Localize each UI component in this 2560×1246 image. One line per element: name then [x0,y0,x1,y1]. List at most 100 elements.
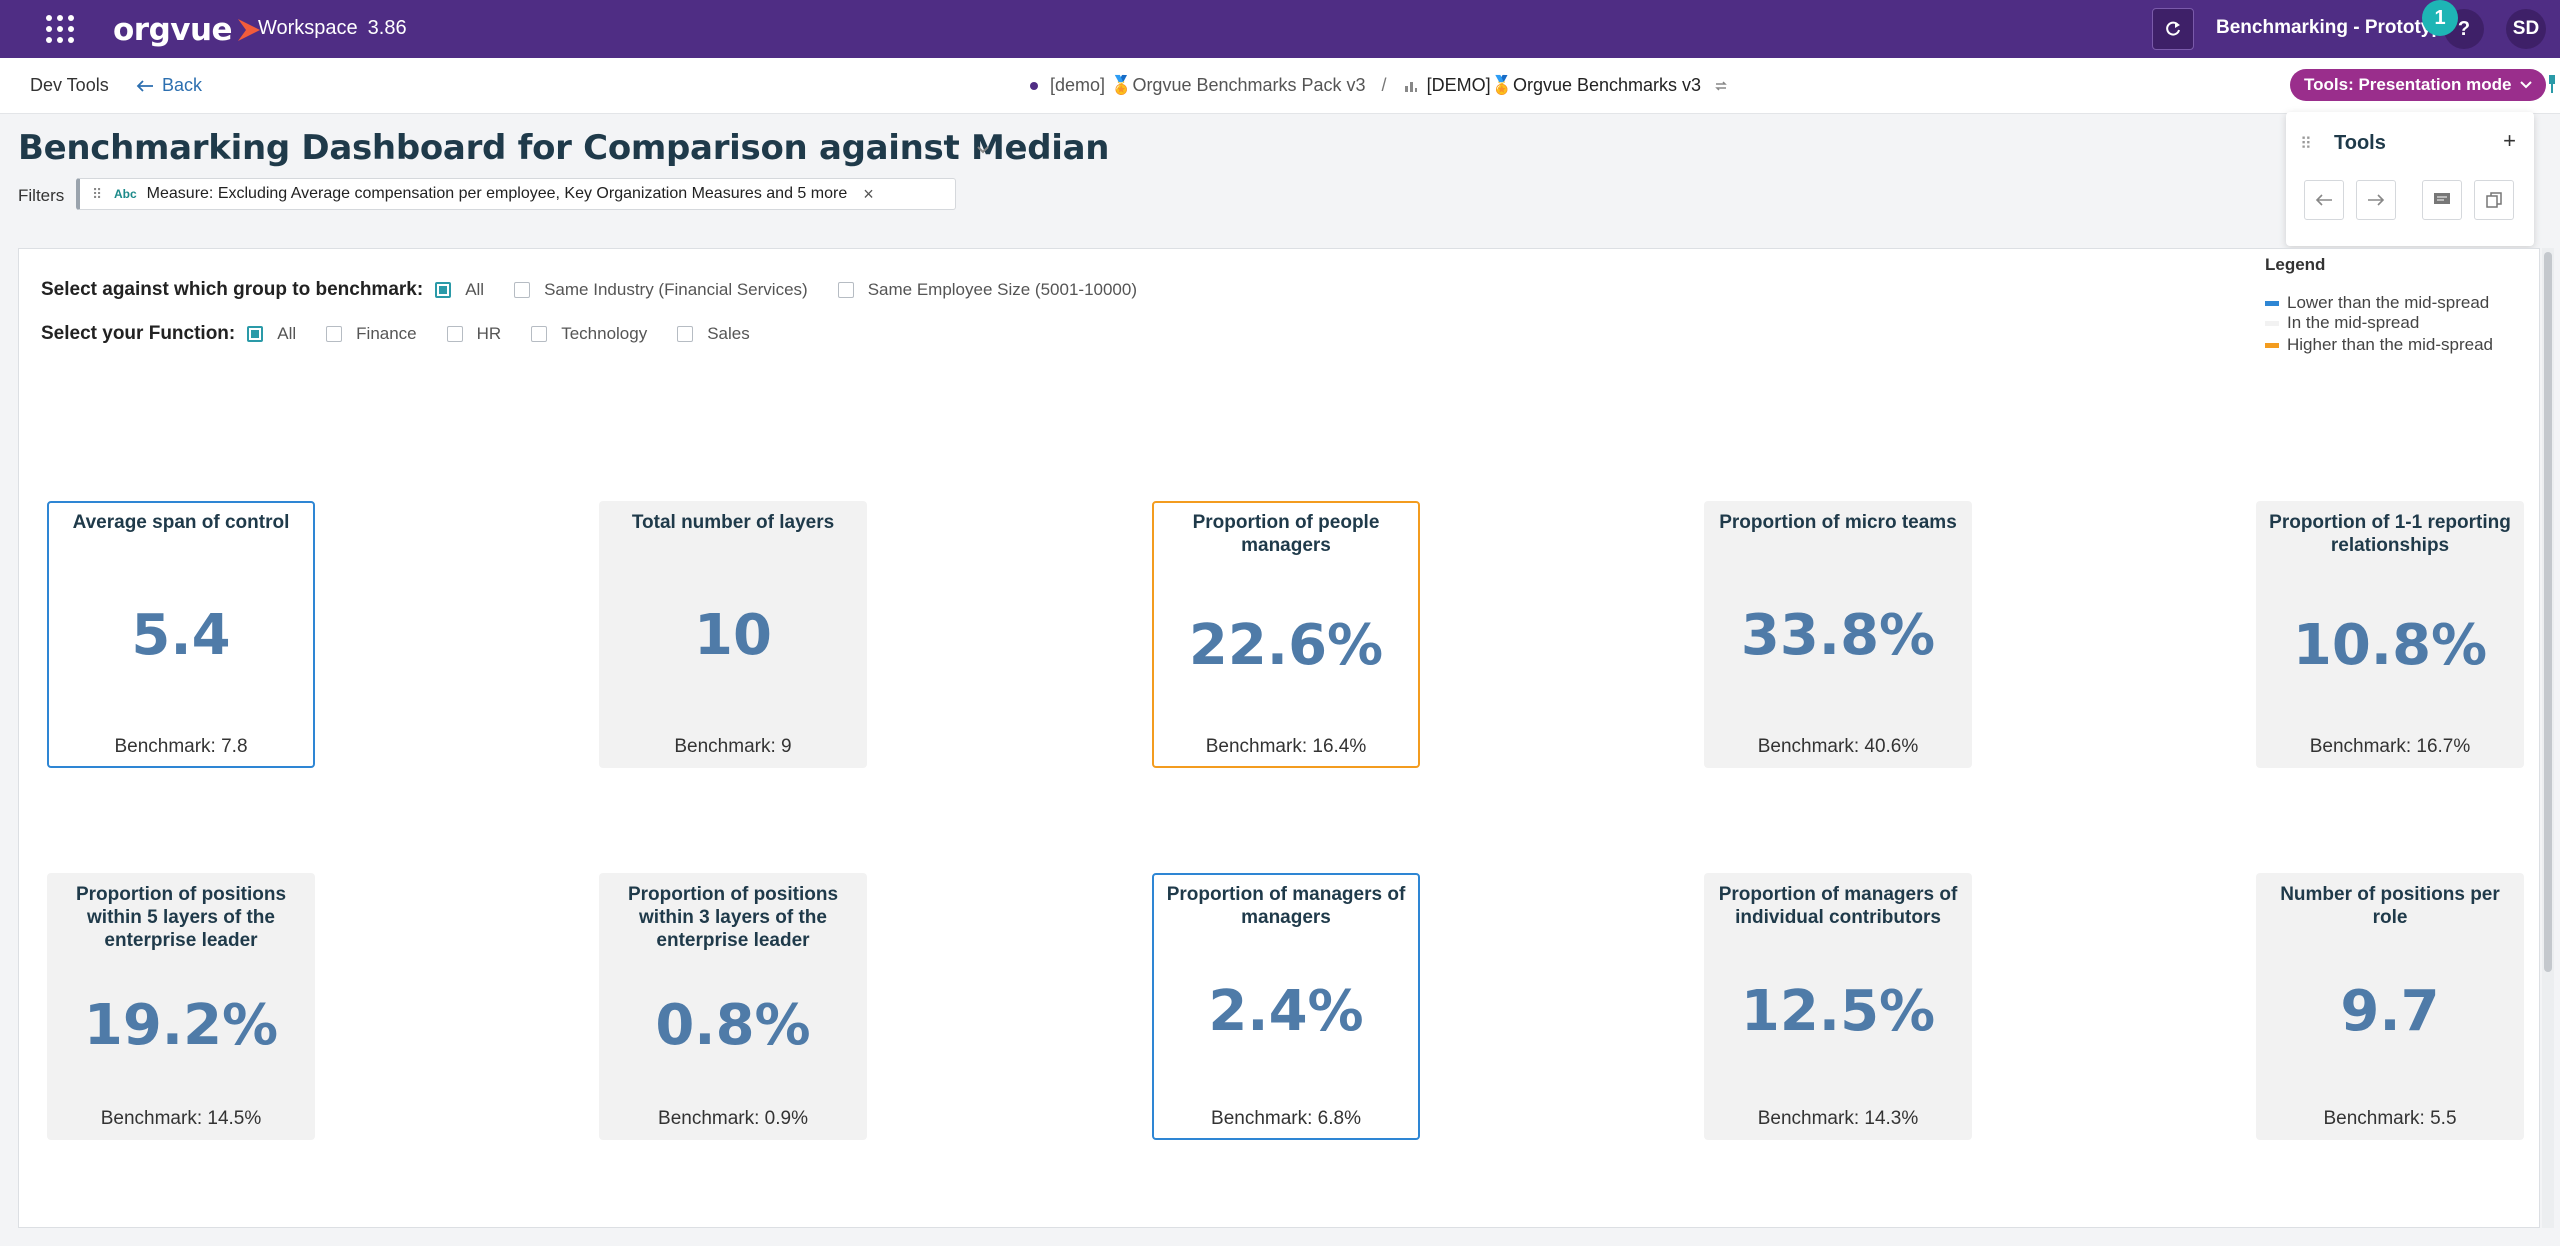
metric-card[interactable]: Proportion of positions within 3 layers … [599,873,867,1140]
checkbox[interactable] [326,326,342,342]
metric-benchmark: Benchmark: 6.8% [1154,1108,1418,1130]
benchmark-option-industry[interactable]: Same Industry (Financial Services) [514,280,808,300]
function-option-all[interactable]: All [247,324,296,344]
filter-chip[interactable]: ⠿ Abc Measure: Excluding Average compens… [76,178,956,210]
checkbox-checked[interactable] [247,326,263,342]
metric-title: Average span of control [59,511,303,534]
comment-button[interactable] [2422,180,2462,220]
vertical-scrollbar[interactable] [2542,248,2554,1228]
function-option-technology[interactable]: Technology [531,324,647,344]
legend-label: Higher than the mid-spread [2287,335,2493,355]
checkbox[interactable] [838,282,854,298]
metric-title: Proportion of managers of managers [1164,883,1408,929]
copy-button[interactable] [2474,180,2514,220]
metric-card[interactable]: Number of positions per role 9.7 Benchma… [2256,873,2524,1140]
breadcrumb-current[interactable]: [DEMO]🏅Orgvue Benchmarks v3 [1427,75,1702,96]
sync-icon[interactable] [1713,78,1729,94]
metric-value: 19.2% [49,993,313,1058]
filters-label: Filters [18,186,64,206]
option-label: Technology [561,324,647,344]
remove-filter-icon[interactable]: × [863,184,874,205]
back-label: Back [162,75,202,96]
option-label: HR [477,324,502,344]
option-label: All [465,280,484,300]
metric-benchmark: Benchmark: 40.6% [1706,736,1970,758]
metric-benchmark: Benchmark: 14.5% [49,1108,313,1130]
metric-card[interactable]: Proportion of people managers 22.6% Benc… [1152,501,1420,768]
status-dot-icon [1030,82,1038,90]
undo-button[interactable] [2304,180,2344,220]
comment-icon [2433,192,2451,208]
benchmark-group-label: Select against which group to benchmark: [41,279,423,301]
metric-benchmark: Benchmark: 16.4% [1154,736,1418,758]
legend-label: In the mid-spread [2287,313,2419,333]
workspace-text: Workspace [258,17,358,39]
metric-benchmark: Benchmark: 14.3% [1706,1108,1970,1130]
legend-swatch [2265,321,2279,326]
orgvue-logo[interactable]: orgvue [113,12,264,48]
metric-title: Proportion of positions within 5 layers … [59,883,303,952]
metric-card[interactable]: Proportion of micro teams 33.8% Benchmar… [1704,501,1972,768]
tools-panel: ⠿ Tools + [2286,112,2534,246]
tools-title: Tools [2334,132,2386,155]
function-selector: Select your Function: All Finance HR Tec… [41,323,780,345]
benchmark-option-all[interactable]: All [435,280,484,300]
metric-benchmark: Benchmark: 9 [601,736,865,758]
checkbox[interactable] [447,326,463,342]
checkbox-checked[interactable] [435,282,451,298]
add-tool-button[interactable]: + [2503,128,2516,154]
tools-mode-dropdown[interactable]: Tools: Presentation mode [2290,69,2546,101]
metric-title: Proportion of 1-1 reporting relationship… [2268,511,2512,557]
metric-card[interactable]: Proportion of positions within 5 layers … [47,873,315,1140]
option-label: Sales [707,324,750,344]
filter-type-badge: Abc [114,187,137,201]
user-avatar[interactable]: SD [2506,9,2546,49]
metric-card[interactable]: Proportion of managers of managers 2.4% … [1152,873,1420,1140]
function-option-hr[interactable]: HR [447,324,502,344]
checkbox[interactable] [514,282,530,298]
sub-bar: Dev Tools Back [demo] 🏅Orgvue Benchmarks… [0,58,2560,114]
benchmark-group-selector: Select against which group to benchmark:… [41,279,1167,301]
function-option-sales[interactable]: Sales [677,324,750,344]
breadcrumb-pack[interactable]: [demo] 🏅Orgvue Benchmarks Pack v3 [1050,75,1366,96]
metric-benchmark: Benchmark: 16.7% [2258,736,2522,758]
metric-title: Number of positions per role [2268,883,2512,929]
breadcrumb-separator: / [1382,75,1387,96]
benchmark-option-size[interactable]: Same Employee Size (5001-10000) [838,280,1137,300]
function-option-finance[interactable]: Finance [326,324,416,344]
scrollbar-thumb[interactable] [2544,252,2552,972]
checkbox[interactable] [531,326,547,342]
breadcrumb: [demo] 🏅Orgvue Benchmarks Pack v3 / [DEM… [1030,75,1729,96]
metric-card[interactable]: Proportion of managers of individual con… [1704,873,1972,1140]
chevron-down-icon [2520,81,2532,89]
dashboard-canvas: Select against which group to benchmark:… [18,248,2540,1228]
pin-icon[interactable] [2546,74,2558,94]
legend-item-lower: Lower than the mid-spread [2265,293,2489,313]
bar-chart-icon [1403,78,1419,94]
metric-card[interactable]: Average span of control 5.4 Benchmark: 7… [47,501,315,768]
option-label: Same Employee Size (5001-10000) [868,280,1137,300]
checkbox[interactable] [677,326,693,342]
notification-badge[interactable]: 1 [2422,0,2458,36]
metric-card[interactable]: Total number of layers 10 Benchmark: 9 [599,501,867,768]
metric-title: Proportion of people managers [1164,511,1408,557]
function-label: Select your Function: [41,323,235,345]
metric-card[interactable]: Proportion of 1-1 reporting relationship… [2256,501,2524,768]
legend-item-mid: In the mid-spread [2265,313,2419,333]
refresh-button[interactable] [2152,8,2194,50]
legend-item-higher: Higher than the mid-spread [2265,335,2493,355]
metric-title: Proportion of managers of individual con… [1716,883,1960,929]
title-chevron-down-icon[interactable] [974,140,992,158]
back-button[interactable]: Back [136,75,202,96]
option-label: Finance [356,324,416,344]
arrow-left-icon [136,79,154,93]
metric-value: 22.6% [1154,613,1418,678]
app-grid-icon[interactable] [46,15,74,43]
project-title: Benchmarking - Prototype [2216,17,2454,39]
drag-handle-icon[interactable]: ⠿ [92,186,102,203]
dev-tools-link[interactable]: Dev Tools [30,75,109,96]
metric-value: 10.8% [2258,613,2522,678]
legend-label: Lower than the mid-spread [2287,293,2489,313]
tools-drag-handle-icon[interactable]: ⠿ [2300,134,2312,154]
redo-button[interactable] [2356,180,2396,220]
